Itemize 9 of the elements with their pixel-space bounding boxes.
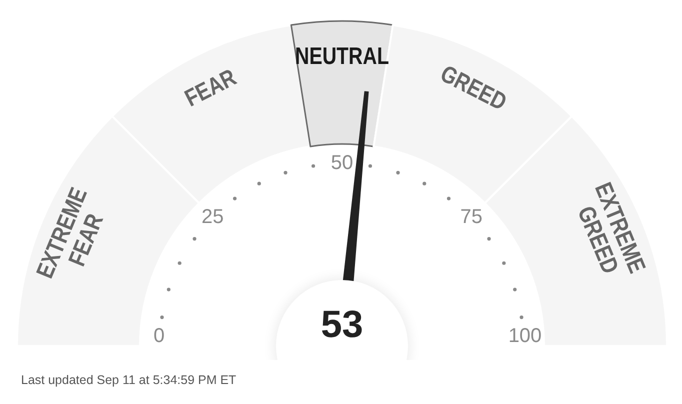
text: 0 [153, 325, 165, 347]
text: 50 [330, 152, 354, 174]
text: 75 [460, 206, 483, 228]
slice-label: NEUTRAL [295, 42, 389, 70]
slice-label: FEAR [180, 63, 241, 112]
text: 100 [508, 325, 542, 347]
text: 25 [201, 206, 224, 228]
text: Last updated Sep 11 at 5:34:59 PM ET [21, 372, 236, 388]
text: 53 [320, 304, 364, 346]
